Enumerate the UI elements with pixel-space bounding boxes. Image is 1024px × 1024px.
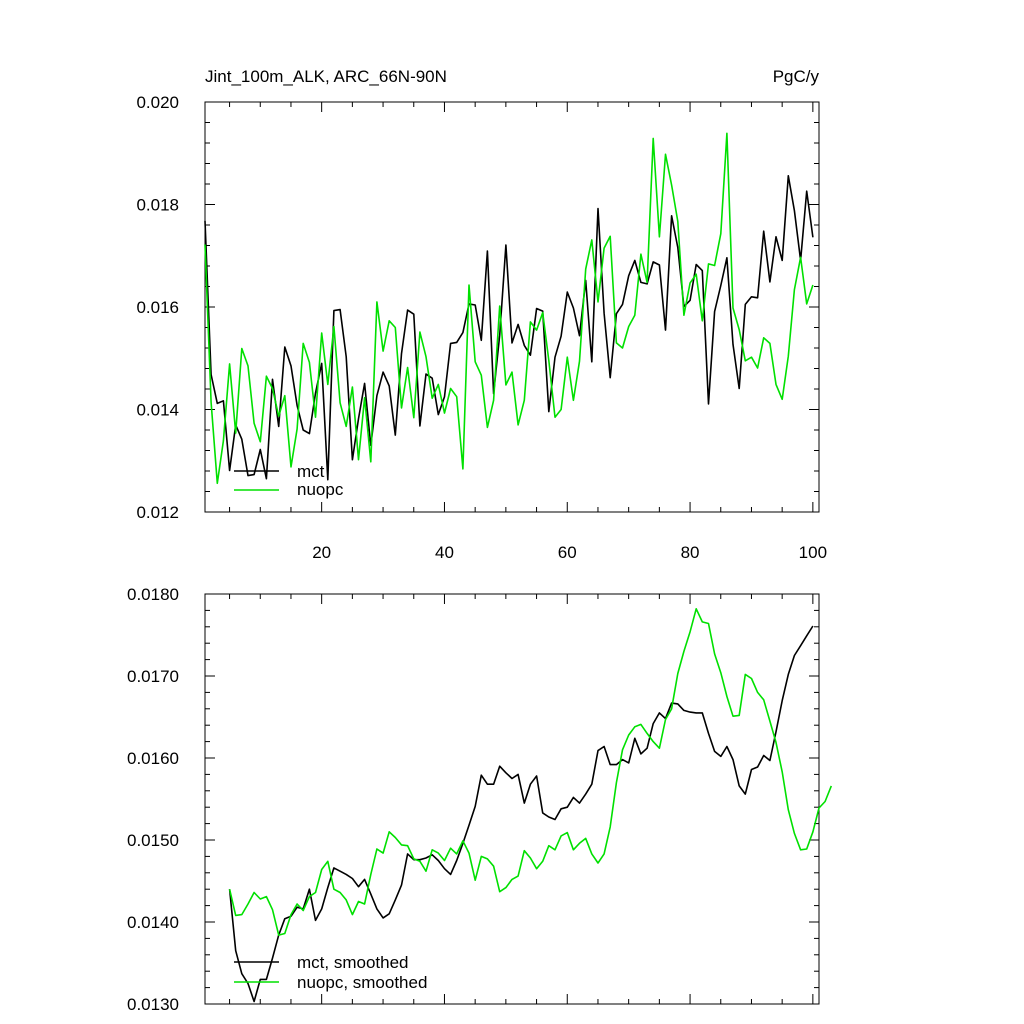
y-tick-label: 0.0140 — [127, 913, 179, 932]
series-line-nuopc-smoothed — [228, 607, 833, 936]
top-legend: mct nuopc — [234, 462, 344, 499]
bottom-panel: 0.0130 0.0140 0.0150 0.0160 0.0170 0.0180 mct… — [127, 585, 833, 1014]
y-tick-label: 0.0170 — [127, 667, 179, 686]
series-line-mct-smoothed — [228, 625, 814, 1003]
y-tick-label: 0.020 — [136, 93, 179, 112]
x-tick-label: 40 — [435, 543, 454, 562]
y-tick-label: 0.0130 — [127, 995, 179, 1014]
x-tick-label: 100 — [799, 543, 827, 562]
bottom-legend: mct, smoothed nuopc, smoothed — [234, 953, 427, 992]
bottom-series-lines — [228, 607, 833, 1003]
y-tick-label: 0.0150 — [127, 831, 179, 850]
legend-label-mct: mct — [297, 462, 325, 481]
legend-label-nuopc-smoothed: nuopc, smoothed — [297, 973, 427, 992]
top-plot-frame — [204, 101, 820, 513]
top-chart-title: Jint_100m_ALK, ARC_66N-90N — [205, 67, 447, 86]
x-tick-label: 60 — [558, 543, 577, 562]
top-series-lines — [204, 132, 814, 485]
bottom-ticks: 0.0130 0.0140 0.0150 0.0160 0.0170 0.0180 — [127, 585, 819, 1014]
bottom-plot-frame — [204, 593, 820, 1005]
x-tick-label: 20 — [312, 543, 331, 562]
top-chart-units: PgC/y — [773, 67, 820, 86]
series-line-nuopc — [204, 132, 814, 485]
y-tick-label: 0.012 — [136, 503, 179, 522]
y-tick-label: 0.018 — [136, 196, 179, 215]
y-tick-label: 0.0180 — [127, 585, 179, 604]
y-tick-label: 0.016 — [136, 298, 179, 317]
top-ticks: 0.012 0.014 0.016 0.018 0.020 20 40 60 80 100 — [136, 93, 827, 562]
top-panel: Jint_100m_ALK, ARC_66N-90N PgC/y 0.0120.… — [136, 67, 827, 562]
x-tick-label: 80 — [681, 543, 700, 562]
legend-label-nuopc: nuopc — [297, 480, 344, 499]
series-line-mct — [204, 175, 814, 481]
y-tick-label: 0.0160 — [127, 749, 179, 768]
y-tick-label: 0.014 — [136, 401, 179, 420]
legend-label-mct-smoothed: mct, smoothed — [297, 953, 409, 972]
